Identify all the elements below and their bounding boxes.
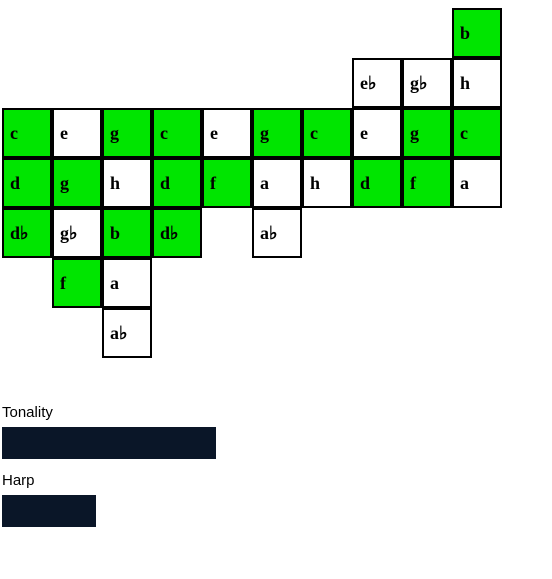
note-cell[interactable]: f bbox=[202, 158, 252, 208]
note-cell[interactable]: c bbox=[452, 108, 502, 158]
note-cell[interactable]: a bbox=[252, 158, 302, 208]
note-cell[interactable]: a♭ bbox=[102, 308, 152, 358]
note-cell[interactable]: h bbox=[102, 158, 152, 208]
note-cell[interactable]: d bbox=[152, 158, 202, 208]
harp-control: Harp bbox=[2, 472, 96, 527]
note-cell[interactable]: h bbox=[452, 58, 502, 108]
note-cell[interactable]: h bbox=[302, 158, 352, 208]
note-cell[interactable]: d♭ bbox=[2, 208, 52, 258]
note-cell[interactable]: g bbox=[402, 108, 452, 158]
note-cell[interactable]: c bbox=[152, 108, 202, 158]
note-cell[interactable]: e bbox=[202, 108, 252, 158]
tonality-control: Tonality bbox=[2, 404, 216, 459]
note-cell[interactable]: b bbox=[452, 8, 502, 58]
note-cell[interactable]: f bbox=[402, 158, 452, 208]
note-cell[interactable]: g bbox=[52, 158, 102, 208]
harp-label: Harp bbox=[2, 472, 96, 489]
note-cell[interactable]: d bbox=[352, 158, 402, 208]
note-cell[interactable]: b bbox=[102, 208, 152, 258]
note-cell[interactable]: g♭ bbox=[402, 58, 452, 108]
tonality-label: Tonality bbox=[2, 404, 216, 421]
note-cell[interactable]: f bbox=[52, 258, 102, 308]
note-cell[interactable]: g bbox=[252, 108, 302, 158]
tonality-select[interactable] bbox=[2, 427, 216, 459]
note-cell[interactable]: g bbox=[102, 108, 152, 158]
note-cell[interactable]: a♭ bbox=[252, 208, 302, 258]
note-cell[interactable]: g♭ bbox=[52, 208, 102, 258]
note-cell[interactable]: d♭ bbox=[152, 208, 202, 258]
note-cell[interactable]: d bbox=[2, 158, 52, 208]
note-cell[interactable]: e♭ bbox=[352, 58, 402, 108]
note-cell[interactable]: c bbox=[2, 108, 52, 158]
harp-select[interactable] bbox=[2, 495, 96, 527]
note-cell[interactable]: c bbox=[302, 108, 352, 158]
note-cell[interactable]: a bbox=[452, 158, 502, 208]
note-cell[interactable]: e bbox=[52, 108, 102, 158]
note-cell[interactable]: a bbox=[102, 258, 152, 308]
note-cell[interactable]: e bbox=[352, 108, 402, 158]
